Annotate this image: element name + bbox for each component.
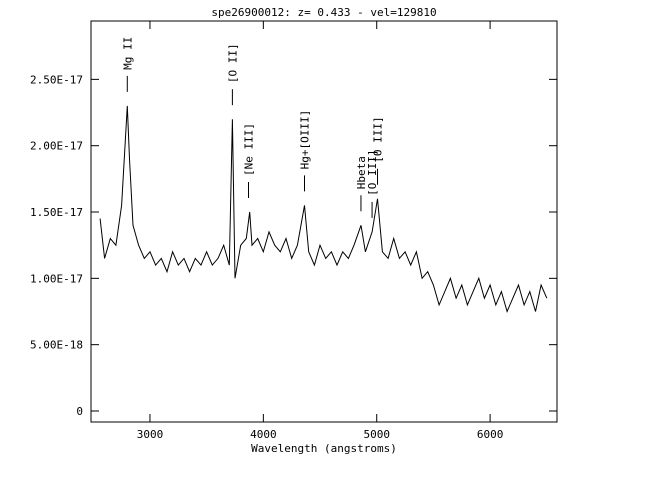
annotation-label: Hg+[OIII]	[298, 110, 311, 170]
annotation-label: Hbeta	[355, 156, 368, 189]
x-tick-label: 5000	[363, 428, 390, 441]
y-tick-label: 2.00E-17	[30, 140, 83, 153]
x-tick-label: 3000	[137, 428, 164, 441]
y-tick-label: 5.00E-18	[30, 339, 83, 352]
y-tick-label: 0	[76, 405, 83, 418]
annotation-label: [O III]	[372, 116, 385, 162]
chart-title: spe26900012: z= 0.433 - vel=129810	[211, 6, 436, 19]
plot-frame	[90, 20, 558, 423]
y-tick-label: 1.00E-17	[30, 272, 83, 285]
y-tick-label: 2.50E-17	[30, 73, 83, 86]
x-axis-label: Wavelength (angstroms)	[251, 442, 397, 455]
spectrum-line	[99, 105, 548, 313]
x-tick-label: 6000	[477, 428, 504, 441]
annotation-label: [O II]	[226, 43, 239, 83]
annotation-label: [O III]	[366, 150, 379, 196]
annotation-label: [Ne III]	[242, 123, 255, 176]
annotation-label: Mg II	[121, 37, 134, 70]
y-tick-label: 1.50E-17	[30, 206, 83, 219]
x-tick-label: 4000	[250, 428, 277, 441]
